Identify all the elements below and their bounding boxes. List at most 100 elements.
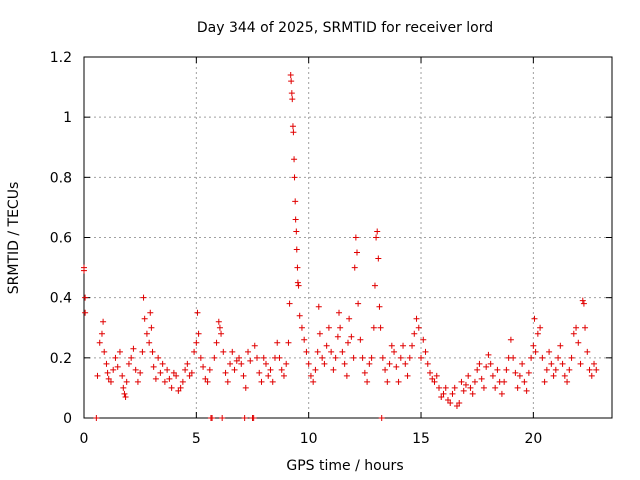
data-point [352,234,359,241]
data-point [328,348,335,355]
data-point [218,330,225,337]
x-tick-label: 0 [80,431,89,447]
y-tick-label: 0.2 [50,351,72,367]
data-point [295,282,302,289]
data-point [291,156,298,163]
data-point [510,354,517,361]
data-point [215,318,222,325]
data-point [245,348,252,355]
data-point [254,354,261,361]
data-point [548,360,555,367]
data-point [580,300,587,307]
data-point [197,354,204,361]
data-point [525,369,532,376]
data-point [220,348,227,355]
data-point [229,348,236,355]
data-point [532,348,539,355]
x-axis-label: GPS time / hours [286,458,403,474]
data-point [503,366,510,373]
data-point [140,294,147,301]
data-point [341,360,348,367]
data-point [294,279,301,286]
data-point [258,378,265,385]
data-point [231,366,238,373]
x-tick-label: 5 [192,431,201,447]
data-point [507,336,514,343]
data-point [456,399,463,406]
data-point [265,372,272,379]
data-point [361,369,368,376]
data-point [541,378,548,385]
data-point [447,399,454,406]
data-point [531,315,538,322]
data-point [382,366,389,373]
data-point [278,366,285,373]
data-point [132,366,139,373]
data-point [285,339,292,346]
data-point [577,360,584,367]
data-point [81,267,87,274]
data-point [200,363,207,370]
data-point [256,369,263,376]
data-point [276,354,283,361]
data-point [422,348,429,355]
data-point [351,264,358,271]
data-point [418,354,425,361]
data-point [177,384,184,391]
data-point [438,393,445,400]
data-point [119,372,126,379]
data-point [155,354,162,361]
data-point [222,369,229,376]
data-point [296,312,303,319]
data-point [386,360,393,367]
data-point [476,360,483,367]
data-point [377,324,384,331]
data-point [492,384,499,391]
data-point [353,249,360,256]
y-axis-label: SRMTID / TECUs [6,182,22,295]
data-point [103,360,110,367]
data-points [81,72,600,421]
data-point [375,255,382,262]
data-point [98,330,105,337]
data-point [575,339,582,346]
data-point [546,348,553,355]
data-point [564,378,571,385]
data-point [224,378,231,385]
data-point [552,366,559,373]
data-point [343,372,350,379]
data-point [582,324,589,331]
data-point [561,372,568,379]
grid [84,57,612,418]
data-point [161,378,168,385]
data-point [478,375,485,382]
data-point [179,378,186,385]
data-point [557,342,564,349]
y-tick-label: 1.2 [50,50,72,66]
data-point [315,303,322,310]
data-point [393,363,400,370]
data-point [289,123,296,130]
data-point [314,348,321,355]
data-point [420,336,427,343]
chart-title: Day 344 of 2025, SRMTID for receiver lor… [197,20,493,36]
data-point [150,363,157,370]
data-point [149,348,156,355]
data-point [376,303,383,310]
data-point [110,366,117,373]
data-point [303,348,310,355]
data-point [186,372,193,379]
data-point [537,324,544,331]
data-point [523,387,530,394]
data-point [123,378,130,385]
data-point [195,330,202,337]
data-point [339,348,346,355]
data-point [471,378,478,385]
data-point [294,264,301,271]
data-point [188,369,195,376]
data-point [104,369,111,376]
y-tick-label: 0.6 [50,231,72,247]
data-point [573,324,580,331]
data-point [487,360,494,367]
data-point [539,354,546,361]
